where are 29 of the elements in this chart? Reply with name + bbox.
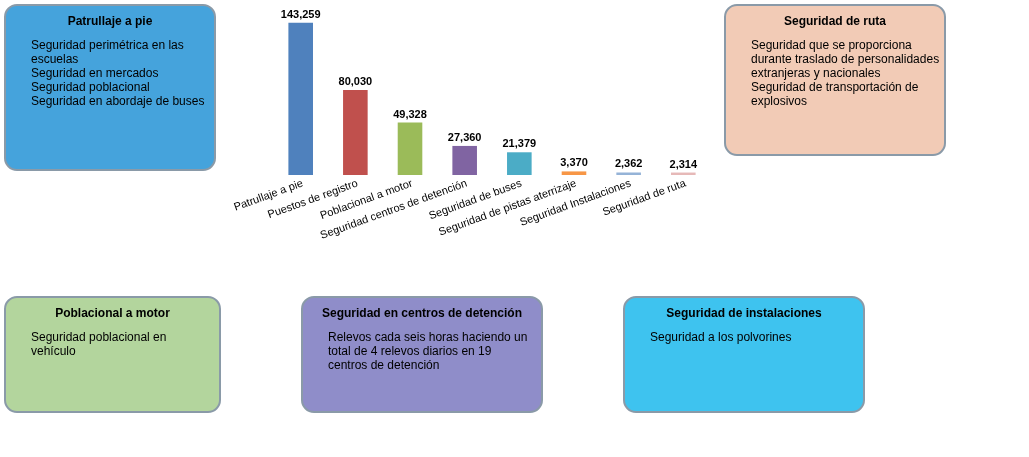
bar (288, 22, 313, 175)
text: Seguridad que se proporciona durante traslado de personalidades extranjeras y nacionales (751, 38, 940, 80)
data-label: 2,314 (669, 157, 698, 170)
text: Seguridad poblacional (31, 80, 150, 94)
data-label: 80,030 (338, 74, 373, 87)
text: Seguridad a los polvorines (650, 330, 792, 344)
bar (507, 152, 532, 175)
text: Poblacional a motor (55, 306, 171, 320)
text: Patrullaje a pie (67, 14, 153, 28)
bar (452, 145, 477, 175)
text: Seguridad de ruta (783, 14, 887, 28)
data-label: 3,370 (560, 156, 588, 169)
bar (616, 172, 641, 175)
data-label: 2,362 (614, 157, 643, 170)
text: Seguridad en abordaje de buses (31, 94, 205, 108)
text: Seguridad de instalaciones (666, 306, 823, 320)
bar (343, 89, 368, 175)
data-label: 49,328 (393, 107, 427, 120)
data-label: 27,360 (447, 130, 482, 143)
text: Seguridad en centros de detención (321, 306, 523, 320)
bar (397, 122, 423, 175)
text: Seguridad poblacional en vehículo (31, 330, 167, 358)
text: Relevos cada seis horas haciendo un total de 4 relevos diarios en 19 centros de detención (328, 330, 528, 372)
text: Seguridad en mercados (31, 66, 159, 80)
data-label: 143,259 (280, 7, 321, 20)
data-label: 21,379 (502, 137, 537, 150)
text: Seguridad perimétrica en las escuelas (31, 38, 184, 66)
bar (561, 171, 587, 175)
text: Seguridad de transportación de explosivos (751, 80, 919, 108)
